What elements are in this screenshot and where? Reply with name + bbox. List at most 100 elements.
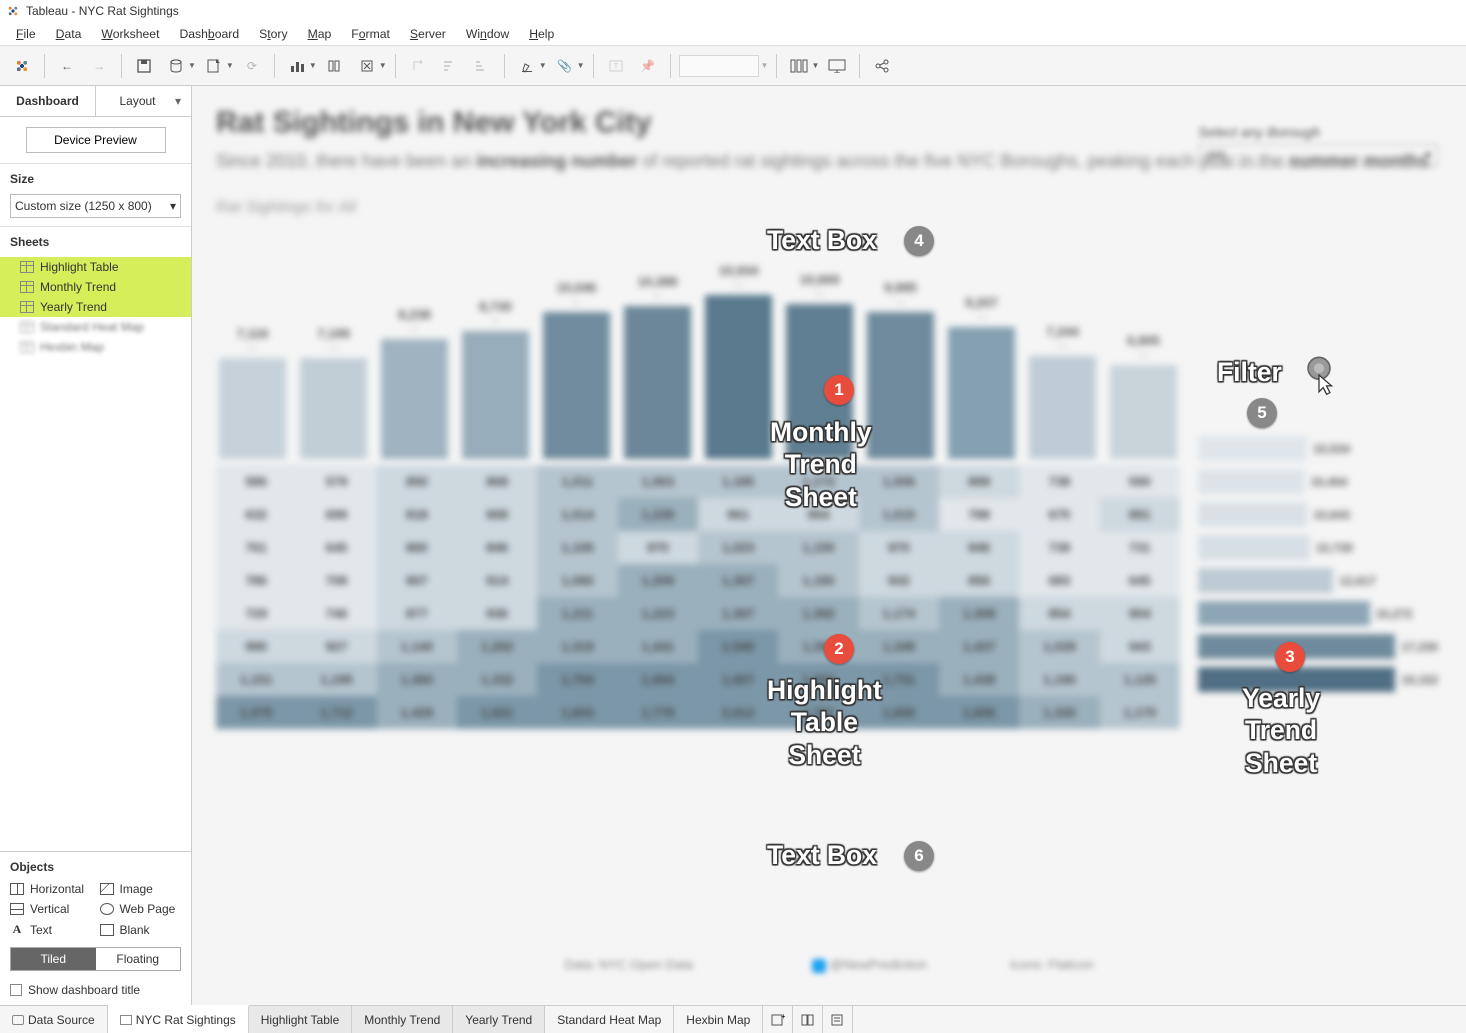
worksheet-icon (20, 261, 34, 273)
badge-1: 1 (824, 375, 854, 405)
new-worksheet-icon[interactable]: + (763, 1006, 793, 1033)
sidebar: Dashboard Layout▾ Device Preview Size Cu… (0, 86, 192, 1005)
menu-data[interactable]: Data (46, 24, 92, 44)
footer-credits: Data: NYC Open Data @NewPrediction Icons… (216, 957, 1442, 973)
new-dashboard-icon[interactable] (793, 1006, 823, 1033)
dashboard-canvas[interactable]: Rat Sightings in New York City Since 201… (192, 86, 1466, 1005)
sort-1-icon[interactable] (436, 52, 464, 80)
clear-icon[interactable]: ▼ (353, 52, 387, 80)
sheet-monthly-trend[interactable]: Monthly Trend (0, 277, 191, 297)
menu-file[interactable]: File (6, 24, 46, 44)
device-preview-button[interactable]: Device Preview (26, 127, 166, 153)
window-title: Tableau - NYC Rat Sightings (26, 4, 179, 18)
objects-panel: Objects Horizontal Image Vertical Web Pa… (0, 851, 191, 1005)
dashboard-icon (120, 1015, 132, 1025)
attach-icon[interactable]: 📎▼ (551, 52, 585, 80)
callout-monthly: MonthlyTrendSheet (770, 416, 872, 513)
obj-vertical[interactable]: Vertical (10, 902, 92, 916)
title-bar: Tableau - NYC Rat Sightings (0, 0, 1466, 22)
sheet-standard-heat-map[interactable]: Standard Heat Map (0, 317, 191, 337)
tab-yearly-trend[interactable]: Yearly Trend (453, 1006, 545, 1033)
menu-server[interactable]: Server (400, 24, 456, 44)
worksheet-icon (20, 301, 34, 313)
menu-help[interactable]: Help (519, 24, 564, 44)
svg-text:T: T (613, 62, 618, 71)
badge-6: 6 (904, 841, 934, 871)
sort-asc-icon[interactable] (321, 52, 349, 80)
tab-monthly-trend[interactable]: Monthly Trend (352, 1006, 453, 1033)
obj-text[interactable]: AText (10, 922, 92, 937)
callout-textbox-top: Text Box (767, 224, 877, 256)
callout-textbox-bottom: Text Box (767, 839, 877, 871)
monthly-bar-chart: 7,116—7,199—8,238—8,730—10,046—10,388—10… (216, 229, 1180, 459)
tile-float-toggle[interactable]: Tiled Floating (10, 947, 181, 971)
datasource-icon (12, 1015, 24, 1025)
callout-highlight: HighlightTableSheet (767, 674, 882, 771)
forward-icon[interactable]: → (85, 52, 113, 80)
highlight-icon[interactable]: ▼ (513, 52, 547, 80)
tab-nyc-rat-sightings[interactable]: NYC Rat Sightings (108, 1005, 249, 1033)
tiled-button[interactable]: Tiled (11, 948, 96, 970)
show-title-checkbox[interactable]: Show dashboard title (10, 983, 181, 997)
badge-3: 3 (1275, 642, 1305, 672)
pin-icon[interactable]: 📌 (634, 52, 662, 80)
sheet-highlight-table[interactable]: Highlight Table (0, 257, 191, 277)
obj-image[interactable]: Image (100, 882, 182, 896)
floating-button[interactable]: Floating (96, 948, 181, 970)
worksheet-icon (20, 321, 34, 333)
presentation-icon[interactable] (823, 52, 851, 80)
size-label: Size (0, 163, 191, 190)
obj-webpage[interactable]: Web Page (100, 902, 182, 916)
labels-icon[interactable]: T (602, 52, 630, 80)
menu-story[interactable]: Story (249, 24, 297, 44)
share-icon[interactable] (868, 52, 896, 80)
menu-worksheet[interactable]: Worksheet (91, 24, 169, 44)
worksheet-icon (20, 281, 34, 293)
obj-blank[interactable]: Blank (100, 922, 182, 937)
pivot-icon[interactable] (404, 52, 432, 80)
sort-2-icon[interactable] (468, 52, 496, 80)
new-data-source-icon[interactable]: ▼ (162, 52, 196, 80)
badge-2: 2 (824, 634, 854, 664)
menu-dashboard[interactable]: Dashboard (169, 24, 249, 44)
sheet-yearly-trend[interactable]: Yearly Trend (0, 297, 191, 317)
callout-filter: Filter (1217, 356, 1282, 388)
menu-bar: File Data Worksheet Dashboard Story Map … (0, 22, 1466, 46)
sheet-hexbin-map[interactable]: Hexbin Map (0, 337, 191, 357)
show-me-icon[interactable]: ▼ (785, 52, 819, 80)
tab-dashboard[interactable]: Dashboard (0, 86, 96, 116)
badge-5: 5 (1247, 398, 1277, 428)
save-icon[interactable] (130, 52, 158, 80)
bottom-tab-strip: Data Source NYC Rat Sightings Highlight … (0, 1005, 1466, 1033)
sheet-list: Highlight Table Monthly Trend Yearly Tre… (0, 253, 191, 361)
tableau-icon[interactable] (8, 52, 36, 80)
cursor-click-icon (1298, 354, 1340, 396)
new-story-icon[interactable] (823, 1006, 853, 1033)
sheets-label: Sheets (0, 226, 191, 253)
callout-yearly: YearlyTrendSheet (1242, 682, 1320, 779)
badge-4: 4 (904, 226, 934, 256)
size-select[interactable]: Custom size (1250 x 800)▾ (10, 194, 181, 218)
worksheet-icon (20, 341, 34, 353)
borough-filter[interactable]: Select any Borough (All)▾ (1198, 124, 1438, 166)
svg-text:+: + (781, 1014, 785, 1021)
refresh-icon[interactable]: ⟳ (238, 52, 266, 80)
yearly-bar-chart: 10,53410,45410,64310,73912,61715,27217,2… (1198, 436, 1438, 692)
tab-standard-heat-map[interactable]: Standard Heat Map (545, 1006, 674, 1033)
back-icon[interactable]: ← (53, 52, 81, 80)
tab-layout[interactable]: Layout▾ (96, 86, 191, 116)
new-sheet-icon[interactable]: ▼ (200, 52, 234, 80)
menu-format[interactable]: Format (341, 24, 400, 44)
objects-label: Objects (10, 860, 181, 874)
obj-horizontal[interactable]: Horizontal (10, 882, 92, 896)
toolbar: ← → ▼ ▼ ⟳ ▼ ▼ ▼ 📎▼ T 📌 ▼ ▼ (0, 46, 1466, 86)
swap-icon[interactable]: ▼ (283, 52, 317, 80)
tab-data-source[interactable]: Data Source (0, 1006, 108, 1033)
highlight-table: 5865798508681,0111,0631,1851,1721,006899… (216, 465, 1180, 729)
tab-hexbin-map[interactable]: Hexbin Map (674, 1006, 763, 1033)
checkbox-icon (10, 984, 22, 996)
menu-window[interactable]: Window (456, 24, 519, 44)
tab-highlight-table[interactable]: Highlight Table (249, 1006, 353, 1033)
menu-map[interactable]: Map (298, 24, 342, 44)
fit-selector[interactable] (679, 55, 759, 77)
